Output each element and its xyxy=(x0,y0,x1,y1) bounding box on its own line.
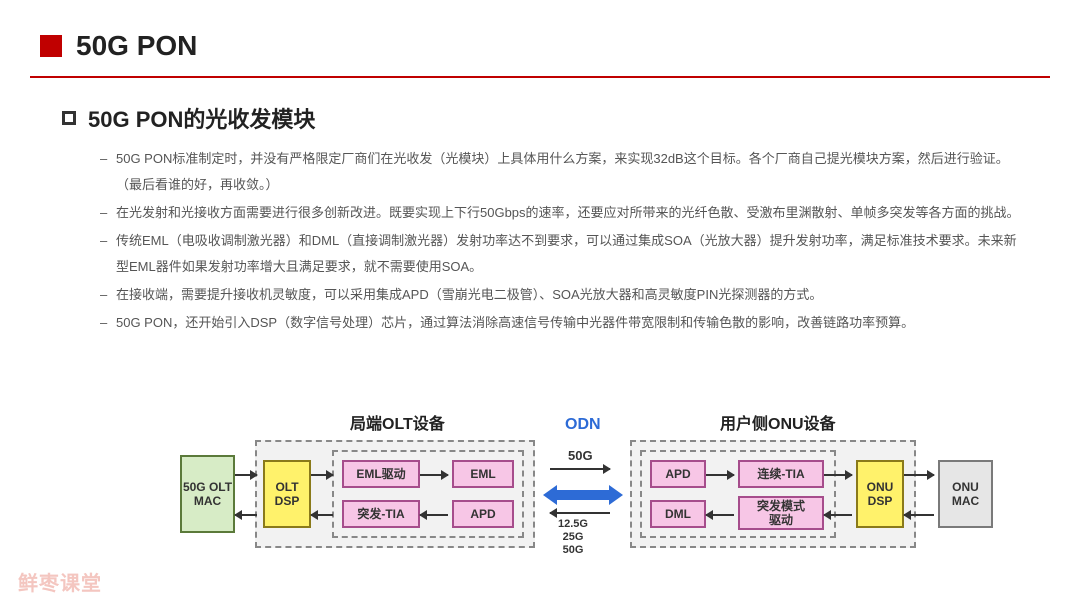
burst-tia-left-block: 突发-TIA xyxy=(342,500,420,528)
rate-top-label: 50G xyxy=(568,448,593,463)
list-item: 50G PON，还开始引入DSP（数字信号处理）芯片，通过算法消除高速信号传输中… xyxy=(100,310,1020,336)
onu-mac-block: ONU MAC xyxy=(938,460,993,528)
dml-block: DML xyxy=(650,500,706,528)
page-title: 50G PON xyxy=(76,30,197,62)
olt-section-label: 局端OLT设备 xyxy=(350,410,445,434)
odn-double-arrow-icon xyxy=(557,490,609,500)
title-bullet-icon xyxy=(40,35,62,57)
cont-tia-block: 连续-TIA xyxy=(738,460,824,488)
arrow-icon xyxy=(706,474,734,476)
subtitle: 50G PON的光收发模块 xyxy=(88,102,315,134)
arrow-icon xyxy=(904,474,934,476)
arrow-icon xyxy=(311,474,333,476)
arrow-icon xyxy=(824,474,852,476)
list-item: 传统EML（电吸收调制激光器）和DML（直接调制激光器）发射功率达不到要求，可以… xyxy=(100,228,1020,280)
arrow-icon xyxy=(550,512,610,514)
watermark: 鲜枣课堂 xyxy=(18,567,102,596)
rate-bottom-label: 12.5G 25G 50G xyxy=(558,518,588,558)
list-item: 50G PON标准制定时，并没有严格限定厂商们在光收发（光模块）上具体用什么方案… xyxy=(100,146,1020,198)
onu-section-label: 用户侧ONU设备 xyxy=(720,410,836,434)
arrow-icon xyxy=(420,514,448,516)
arrow-icon xyxy=(824,514,852,516)
odn-label: ODN xyxy=(565,416,601,434)
olt-dsp-block: OLT DSP xyxy=(263,460,311,528)
arrow-icon xyxy=(235,474,257,476)
arrow-icon xyxy=(550,468,610,470)
apd-right-block: APD xyxy=(650,460,706,488)
body-text: 50G PON标准制定时，并没有严格限定厂商们在光收发（光模块）上具体用什么方案… xyxy=(0,146,1080,336)
list-item: 在接收端，需要提升接收机灵敏度，可以采用集成APD（雪崩光电二极管）、SOA光放… xyxy=(100,282,1020,308)
list-item: 在光发射和光接收方面需要进行很多创新改进。既要实现上下行50Gbps的速率，还要… xyxy=(100,200,1020,226)
block-diagram: 局端OLT设备 ODN 用户侧ONU设备 50G OLT MAC OLT DSP… xyxy=(180,410,1010,580)
olt-mac-block: 50G OLT MAC xyxy=(180,455,235,533)
arrow-icon xyxy=(420,474,448,476)
arrow-icon xyxy=(706,514,734,516)
onu-dsp-block: ONU DSP xyxy=(856,460,904,528)
arrow-icon xyxy=(235,514,257,516)
arrow-icon xyxy=(311,514,333,516)
arrow-icon xyxy=(904,514,934,516)
subtitle-bullet-icon xyxy=(62,111,76,125)
burst-driver-block: 突发模式 驱动 xyxy=(738,496,824,530)
apd-left-block: APD xyxy=(452,500,514,528)
eml-driver-block: EML驱动 xyxy=(342,460,420,488)
eml-block: EML xyxy=(452,460,514,488)
